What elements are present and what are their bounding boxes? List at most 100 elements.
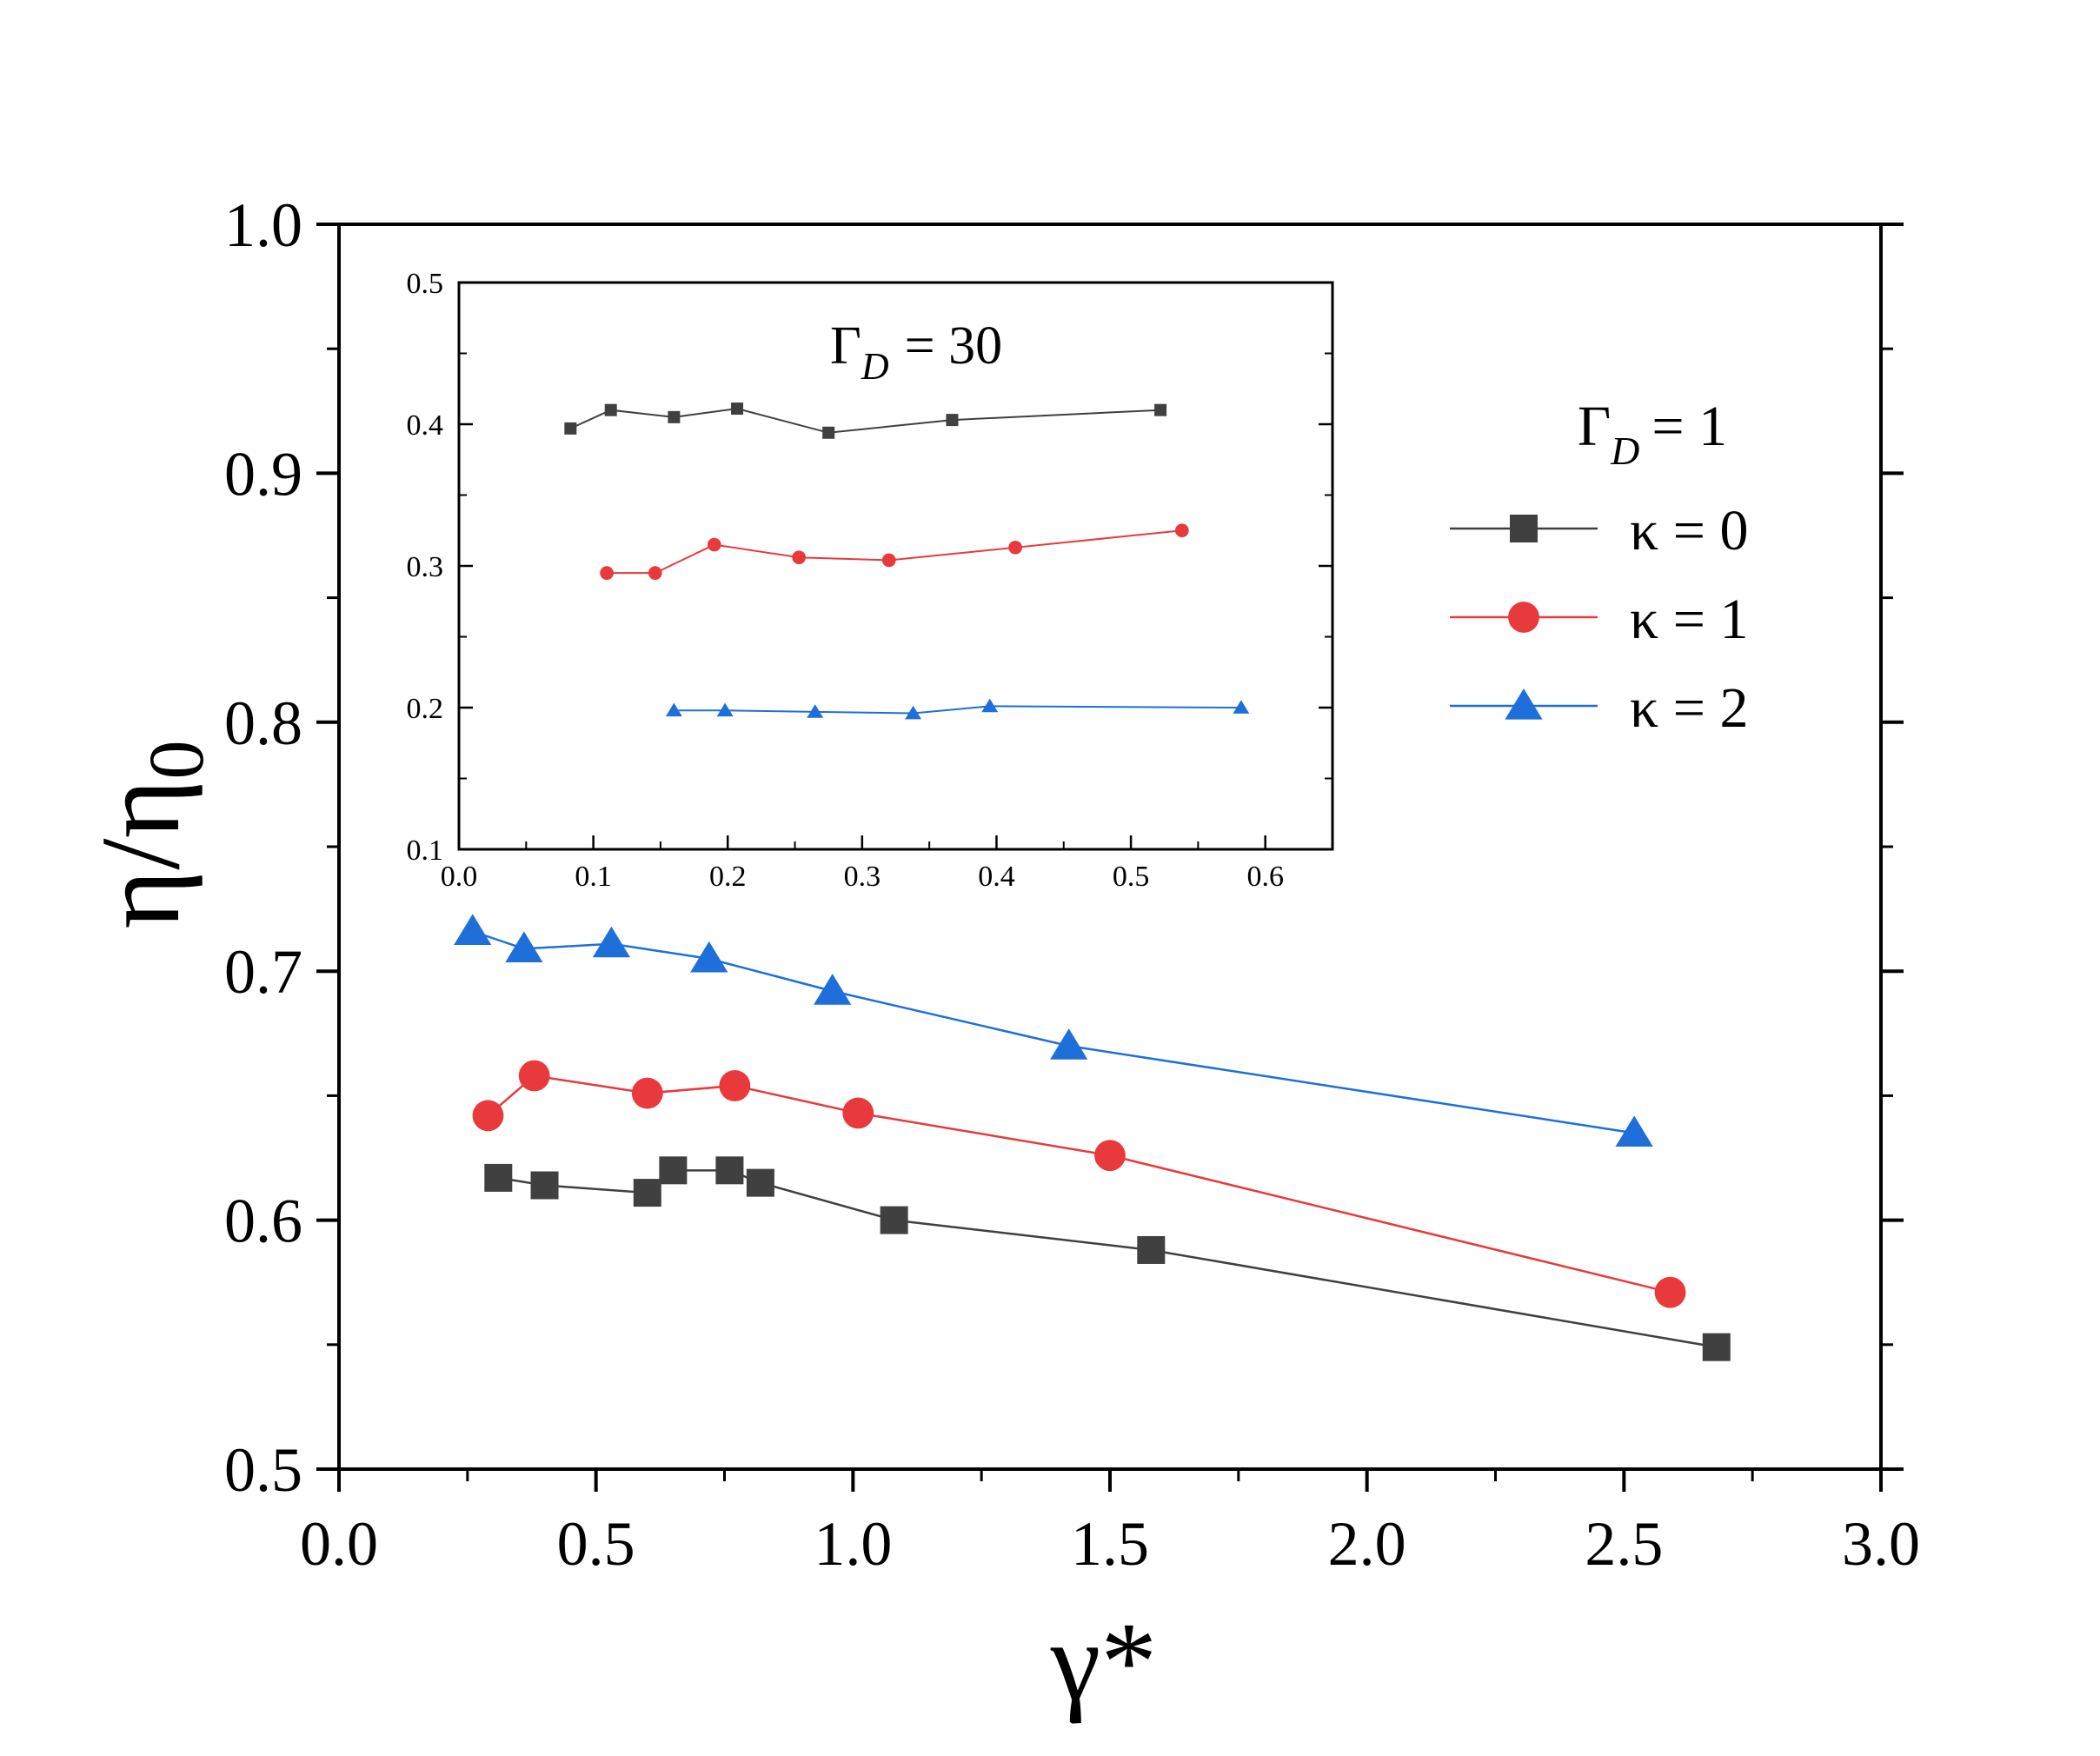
inset-y-tick-label: 0.2	[407, 693, 444, 725]
legend-item-kappa-2: κ = 2	[1450, 676, 1748, 740]
inset-data-point-kappa-1	[600, 566, 614, 580]
data-point-kappa-0	[1702, 1333, 1731, 1361]
inset-x-tick-label: 0.5	[1113, 861, 1150, 893]
data-point-kappa-2	[1050, 1028, 1088, 1060]
data-point-kappa-1	[518, 1060, 550, 1092]
inset-x-tick-label: 0.4	[978, 861, 1015, 893]
inset-series-kappa-1	[600, 523, 1189, 580]
inset-plot-frame	[457, 281, 1334, 851]
inset-data-point-kappa-2	[905, 705, 922, 720]
inset-y-tick-label: 0.3	[407, 551, 444, 583]
legend-item-kappa-1: κ = 1	[1450, 588, 1748, 651]
y-axis-title: η/η0	[78, 740, 220, 928]
legend-label: κ = 0	[1630, 499, 1748, 562]
legend-label: κ = 2	[1630, 676, 1748, 740]
data-point-kappa-0	[715, 1156, 744, 1185]
y-axis-title-group: η/η0	[78, 740, 220, 928]
inset-series-kappa-0	[564, 402, 1167, 439]
x-tick-label: 0.0	[300, 1509, 378, 1579]
data-point-kappa-1	[1094, 1140, 1126, 1172]
legend-title-value: = 1	[1651, 395, 1727, 458]
inset-title: ΓD = 30	[830, 316, 1002, 388]
legend-marker	[1508, 602, 1539, 633]
legend-entries: κ = 0 κ = 1 κ = 2	[1450, 499, 1748, 740]
inset-y-tick-label: 0.5	[407, 268, 444, 300]
inset-y-tick-label: 0.1	[407, 835, 444, 867]
inset-data-point-kappa-0	[668, 410, 681, 423]
x-tick-label: 1.0	[814, 1509, 892, 1579]
data-point-kappa-0	[530, 1171, 559, 1200]
inset-series-kappa-2	[665, 698, 1250, 720]
y-tick-label: 0.5	[224, 1435, 302, 1505]
inset-data-point-kappa-0	[822, 426, 835, 439]
data-point-kappa-1	[631, 1077, 663, 1109]
inset-data-point-kappa-0	[946, 414, 959, 427]
legend-title-gamma: Γ	[1578, 395, 1611, 458]
data-point-kappa-2	[505, 931, 543, 963]
inset-data-point-kappa-2	[807, 704, 824, 718]
inset-data-point-kappa-1	[792, 550, 807, 565]
data-point-kappa-0	[880, 1206, 908, 1234]
y-tick-label: 0.6	[224, 1187, 302, 1256]
main-series	[454, 914, 1731, 1361]
inset-x-tick-label: 0.3	[844, 861, 881, 893]
x-tick-label: 1.5	[1071, 1509, 1149, 1579]
x-tick-label: 2.5	[1585, 1509, 1663, 1579]
y-tick-label: 0.7	[224, 937, 302, 1007]
main-tick-labels: 0.0 0.5 1.0 1.5 2.0 2.5 3.00.50.60.70.80.91.0	[224, 190, 1920, 1579]
inset-data-point-kappa-1	[1008, 540, 1022, 555]
x-tick-label: 3.0	[1842, 1509, 1920, 1579]
y-axis-title-sub: 0	[134, 740, 220, 779]
data-point-kappa-0	[484, 1163, 513, 1192]
legend-title: ΓD = 1	[1578, 395, 1727, 473]
data-point-kappa-2	[454, 914, 492, 945]
inset-data-point-kappa-0	[1154, 403, 1167, 416]
legend-marker	[1505, 688, 1543, 720]
x-axis-title: γ*	[1050, 1600, 1157, 1725]
inset-x-tick-label: 0.6	[1246, 861, 1284, 893]
data-point-kappa-0	[1137, 1235, 1166, 1264]
data-point-kappa-1	[1654, 1276, 1686, 1308]
data-point-kappa-1	[472, 1100, 504, 1132]
inset-title-sub: D	[861, 345, 889, 388]
data-point-kappa-1	[719, 1070, 751, 1101]
series-kappa-2	[454, 914, 1653, 1147]
inset-y-tick-label: 0.4	[407, 409, 444, 442]
series-kappa-0	[484, 1156, 1731, 1361]
inset-title-value: = 30	[905, 316, 1002, 376]
inset-data-point-kappa-0	[604, 403, 617, 416]
data-point-kappa-1	[842, 1097, 874, 1129]
y-tick-label: 0.9	[224, 439, 302, 509]
legend-title-sub: D	[1610, 429, 1639, 473]
inset-data-point-kappa-2	[1233, 700, 1250, 714]
x-tick-label: 2.0	[1328, 1509, 1406, 1579]
inset-series	[564, 402, 1250, 720]
y-tick-label: 1.0	[224, 190, 302, 260]
inset-data-point-kappa-1	[707, 537, 721, 552]
inset-x-tick-label: 0.1	[575, 861, 612, 893]
data-point-kappa-2	[1615, 1115, 1653, 1147]
inset-x-tick-label: 0.0	[441, 861, 478, 893]
inset-tick-labels: 0.0 0.1 0.2 0.3 0.4 0.5 0.60.10.20.30.40.5	[407, 268, 1284, 893]
legend-label: κ = 1	[1630, 588, 1748, 651]
data-point-kappa-0	[633, 1179, 661, 1207]
legend: ΓD = 1 κ = 0 κ = 1 κ = 2	[1450, 395, 1748, 740]
inset-data-point-kappa-2	[716, 702, 734, 717]
inset-data-point-kappa-2	[665, 702, 682, 717]
series-kappa-1	[472, 1060, 1686, 1308]
main-ticks	[316, 223, 1904, 1492]
inset-x-tick-label: 0.2	[709, 861, 747, 893]
data-point-kappa-0	[746, 1168, 774, 1197]
data-point-kappa-2	[814, 974, 852, 1005]
legend-item-kappa-0: κ = 0	[1450, 499, 1748, 562]
inset-series-line-kappa-2	[674, 705, 1241, 715]
main-plot-frame	[337, 223, 1883, 1471]
inset-title-gamma: Γ	[830, 316, 861, 376]
y-tick-label: 0.8	[224, 688, 302, 758]
inset-data-point-kappa-0	[731, 402, 744, 416]
inset-background	[459, 283, 1332, 849]
y-axis-title-main: η/η	[78, 779, 203, 928]
inset-data-point-kappa-2	[981, 698, 999, 713]
